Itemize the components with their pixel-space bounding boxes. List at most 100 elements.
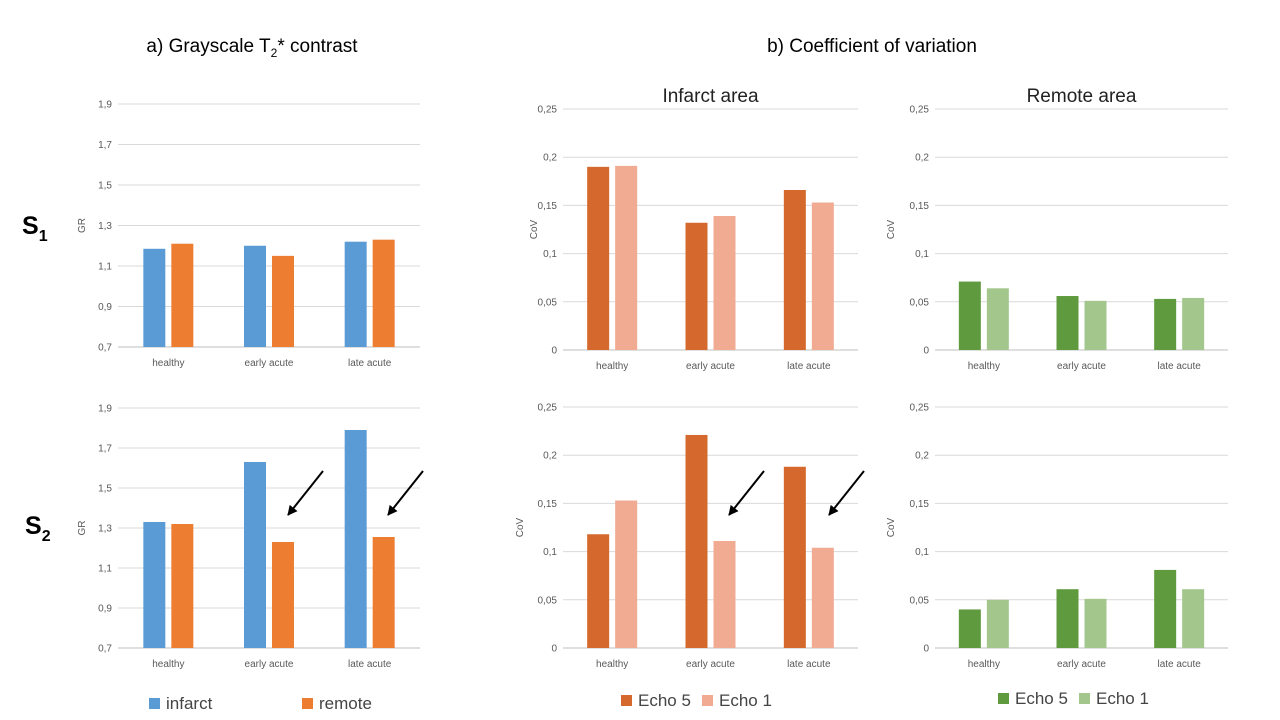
legend-label: Echo 5 (638, 691, 691, 710)
arrow-group (287, 470, 865, 516)
legend-swatch (1079, 693, 1090, 704)
y-tick-label: 0,05 (538, 595, 558, 606)
bar-remote (372, 239, 395, 347)
category-label: late acute (348, 358, 392, 369)
legend-label: Echo 1 (1096, 689, 1149, 708)
y-tick-label: 0,05 (910, 297, 930, 308)
legend-gr: infarct remote (149, 694, 372, 713)
bar-echo-5 (783, 189, 806, 350)
bar-echo-5 (958, 609, 981, 648)
bar-echo-1 (811, 202, 834, 350)
category-label: early acute (245, 659, 294, 670)
bar-infarct (344, 430, 367, 648)
bar-remote (372, 537, 395, 648)
category-label: late acute (1157, 361, 1201, 372)
bar-echo-1 (986, 599, 1009, 648)
y-tick-label: 0 (551, 644, 557, 655)
bar-echo-1 (713, 540, 736, 648)
y-tick-label: 0,15 (910, 201, 930, 212)
y-tick-label: 1,1 (98, 564, 112, 575)
row-label-s2: S2 (25, 512, 51, 545)
bar-infarct (143, 248, 166, 347)
y-tick-label: 1,1 (98, 262, 112, 273)
bar-echo-5 (587, 166, 610, 350)
legend-swatch (302, 698, 313, 709)
title-a: a) Grayscale T2* contrast (146, 36, 358, 60)
y-tick-label: 0,2 (543, 153, 557, 164)
legend-swatch (702, 695, 713, 706)
legend-label: Echo 5 (1015, 689, 1068, 708)
arrow-gr-early (287, 470, 324, 516)
y-tick-label: 1,5 (98, 484, 112, 495)
y-tick-label: 1,5 (98, 181, 112, 192)
bar-infarct (143, 522, 166, 648)
chart-panel-4: 0,7 0,9 1,1 1,3 1,5 1,7 1,9 GR healthy early acut… (77, 404, 420, 670)
chart-panel-5: 0 0,05 0,1 0,15 0,2 0,25 CoV healthy early acute… (515, 403, 858, 670)
bar-echo-5 (1056, 296, 1079, 350)
y-tick-label: 0 (923, 346, 929, 357)
y-axis-label: CoV (515, 517, 526, 537)
chart-panel-6: 0 0,05 0,1 0,15 0,2 0,25 CoV healthy early acute… (886, 403, 1228, 670)
y-tick-label: 0,1 (915, 249, 929, 260)
y-tick-label: 0,15 (910, 499, 930, 510)
y-axis-label: CoV (529, 219, 540, 239)
y-tick-label: 0,25 (538, 105, 558, 116)
y-tick-label: 0 (551, 346, 557, 357)
bar-echo-1 (1182, 589, 1205, 648)
bar-echo-5 (685, 222, 708, 350)
category-label: early acute (1057, 659, 1106, 670)
y-axis-label: CoV (886, 219, 897, 239)
y-tick-label: 0,1 (543, 547, 557, 558)
category-label: healthy (152, 659, 184, 670)
category-label: healthy (596, 361, 628, 372)
y-tick-label: 1,3 (98, 524, 112, 535)
y-tick-label: 0,2 (915, 153, 929, 164)
category-label: early acute (245, 358, 294, 369)
y-tick-label: 0,9 (98, 302, 112, 313)
y-tick-label: 0,9 (98, 604, 112, 615)
category-label: healthy (968, 659, 1000, 670)
category-label: healthy (968, 361, 1000, 372)
legend-swatch (998, 693, 1009, 704)
bar-remote (272, 255, 294, 347)
y-tick-label: 0 (923, 644, 929, 655)
y-tick-label: 0,1 (915, 547, 929, 558)
legend-remote: Echo 5 Echo 1 (998, 689, 1149, 708)
y-tick-label: 0,7 (98, 343, 112, 354)
bar-echo-1 (811, 547, 834, 648)
category-label: late acute (348, 659, 392, 670)
y-tick-label: 0,2 (915, 451, 929, 462)
bar-echo-1 (1182, 297, 1205, 350)
legend-label: remote (319, 694, 372, 713)
category-label: early acute (686, 659, 735, 670)
bar-echo-1 (986, 288, 1009, 350)
y-tick-label: 0,25 (910, 105, 930, 116)
chart-title: Remote area (1027, 86, 1137, 107)
y-tick-label: 0,25 (538, 403, 558, 414)
bar-echo-5 (783, 466, 806, 648)
y-tick-label: 1,9 (98, 100, 112, 111)
bar-remote (272, 542, 294, 648)
legend-label: Echo 1 (719, 691, 772, 710)
bar-echo-1 (713, 216, 736, 350)
bar-echo-5 (958, 281, 981, 350)
bar-remote (171, 243, 194, 347)
chart-panel-3: 0 0,05 0,1 0,15 0,2 0,25 CoV Remote area healthy… (886, 86, 1228, 372)
bar-infarct (344, 241, 367, 347)
y-axis-label: GR (77, 218, 88, 233)
bar-echo-1 (615, 500, 638, 648)
category-label: healthy (596, 659, 628, 670)
category-label: early acute (1057, 361, 1106, 372)
arrow-cov-late (828, 470, 865, 516)
y-tick-label: 0,05 (910, 595, 930, 606)
bar-echo-5 (685, 434, 708, 648)
bar-echo-1 (615, 165, 638, 350)
row-label-s1: S1 (22, 212, 48, 245)
legend-swatch (621, 695, 632, 706)
bar-remote (171, 524, 194, 648)
bar-echo-5 (1154, 569, 1177, 648)
bar-echo-1 (1084, 598, 1107, 648)
chart-title: Infarct area (662, 86, 759, 107)
y-tick-label: 0,15 (538, 499, 558, 510)
legend-swatch (149, 698, 160, 709)
